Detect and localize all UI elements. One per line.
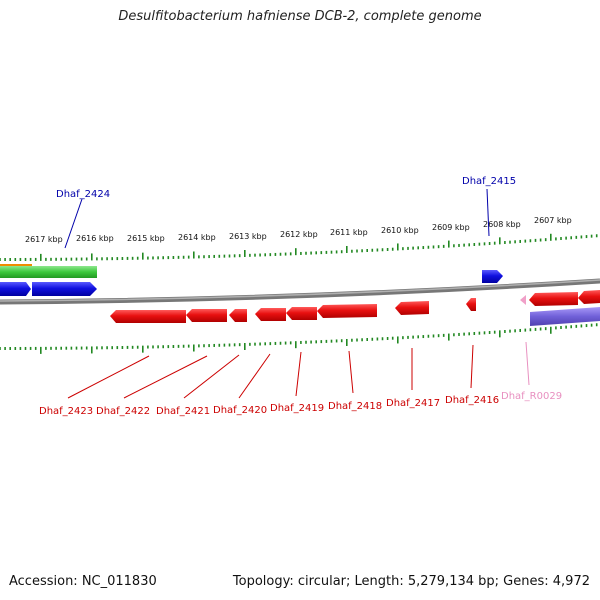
topology-text: Topology: circular; Length: 5,279,134 bp… bbox=[232, 574, 590, 589]
reverse-gene-arrow[interactable] bbox=[229, 309, 247, 322]
gene-label[interactable]: Dhaf_2418 bbox=[328, 401, 382, 412]
gene-label[interactable]: Dhaf_2417 bbox=[386, 398, 440, 409]
green-feature-band bbox=[0, 266, 97, 278]
gene-label[interactable]: Dhaf_2422 bbox=[96, 406, 150, 417]
gene-label[interactable]: Dhaf_2419 bbox=[270, 403, 324, 414]
gene-label[interactable]: Dhaf_2416 bbox=[445, 395, 499, 406]
reverse-gene-arrow[interactable] bbox=[578, 290, 600, 304]
scale-labels: 2617 kbp 2616 kbp 2615 kbp 2614 kbp 2613… bbox=[25, 216, 572, 244]
forward-gene-arrow[interactable] bbox=[0, 282, 31, 296]
forward-gene-arrow[interactable] bbox=[32, 282, 97, 296]
map-title: Desulfitobacterium hafniense DCB-2, comp… bbox=[118, 9, 482, 24]
scale-label: 2615 kbp bbox=[127, 234, 165, 243]
forward-gene-arrow[interactable] bbox=[482, 270, 503, 283]
reverse-gene-arrow[interactable] bbox=[186, 309, 227, 322]
gene-label[interactable]: Dhaf_R0029 bbox=[501, 391, 562, 402]
reverse-gene-arrow[interactable] bbox=[255, 308, 286, 321]
scale-label: 2617 kbp bbox=[25, 235, 63, 244]
reverse-gene-labels: Dhaf_2423 Dhaf_2422 Dhaf_2421 Dhaf_2420 … bbox=[39, 391, 562, 417]
scale-label: 2611 kbp bbox=[330, 228, 368, 237]
scale-label: 2616 kbp bbox=[76, 234, 114, 243]
gene-label[interactable]: Dhaf_2421 bbox=[156, 406, 210, 417]
gene-label[interactable]: Dhaf_2420 bbox=[213, 405, 267, 416]
reverse-gene-arrow[interactable] bbox=[286, 307, 317, 320]
gene-label[interactable]: Dhaf_2423 bbox=[39, 406, 93, 417]
scale-label: 2607 kbp bbox=[534, 216, 572, 225]
inner-scale-ticks bbox=[0, 323, 598, 354]
accession-text: Accession: NC_011830 bbox=[9, 574, 157, 589]
rna-gene-arrow[interactable] bbox=[520, 295, 526, 305]
reverse-gene-arrow[interactable] bbox=[466, 298, 476, 311]
scale-label: 2608 kbp bbox=[483, 220, 521, 229]
reverse-gene-arrow[interactable] bbox=[317, 304, 377, 318]
scale-label: 2610 kbp bbox=[381, 226, 419, 235]
scale-label: 2609 kbp bbox=[432, 223, 470, 232]
reverse-gene-arrow[interactable] bbox=[395, 301, 429, 315]
reverse-gene-arrow[interactable] bbox=[110, 310, 186, 323]
scale-label: 2612 kbp bbox=[280, 230, 318, 239]
outer-scale-ticks bbox=[0, 233, 598, 261]
scale-label: 2613 kbp bbox=[229, 232, 267, 241]
genome-backbone bbox=[0, 278, 600, 305]
gene-label[interactable]: Dhaf_2415 bbox=[462, 176, 516, 187]
forward-gene-labels: Dhaf_2424 Dhaf_2415 bbox=[56, 176, 516, 200]
gene-label[interactable]: Dhaf_2424 bbox=[56, 189, 110, 200]
scale-label: 2614 kbp bbox=[178, 233, 216, 242]
label-leaders bbox=[64, 188, 530, 399]
purple-feature-band bbox=[530, 307, 600, 326]
reverse-gene-arrow[interactable] bbox=[529, 292, 578, 306]
